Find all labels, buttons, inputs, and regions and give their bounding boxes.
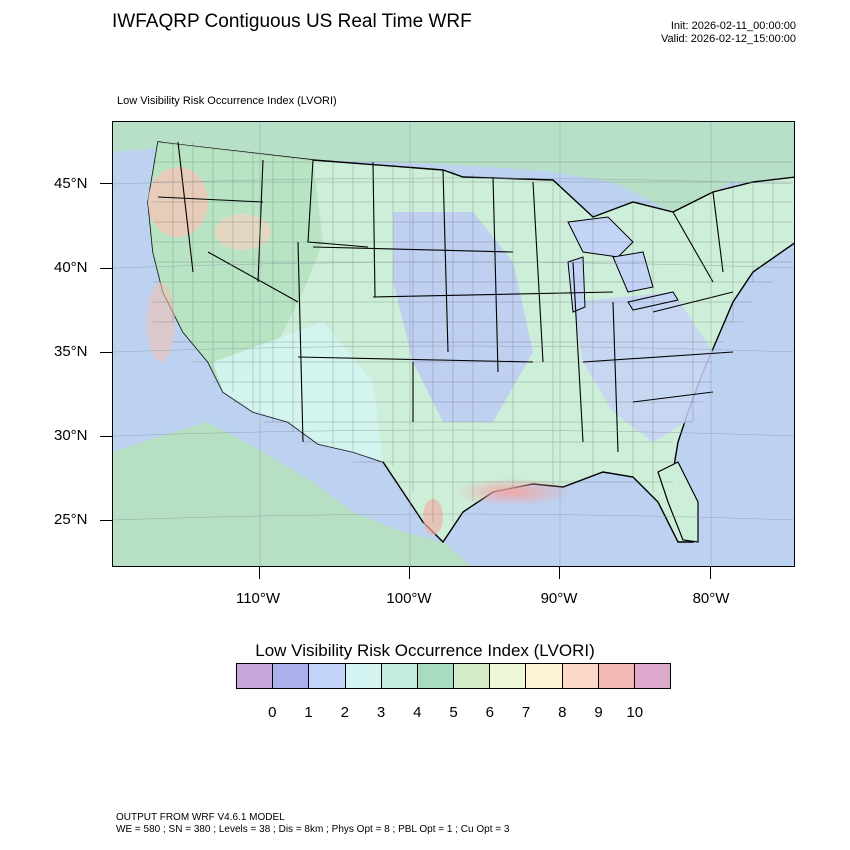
colorbar-label-10: 10 [626, 704, 644, 721]
model-info-line1: OUTPUT FROM WRF V4.6.1 MODEL [116, 812, 285, 823]
us-map-svg [113, 122, 794, 566]
southeast-low-risk [573, 292, 713, 442]
colorbar-box-2 [309, 664, 346, 688]
lat-label-45: 45°N [54, 175, 88, 192]
lat-lon-grid [113, 122, 794, 566]
colorbar-label-6: 6 [485, 704, 494, 721]
colorbar-label-0: 0 [268, 704, 277, 721]
canada-region [113, 122, 794, 212]
colorbar-label-3: 3 [376, 704, 386, 721]
lon-tick [559, 567, 560, 579]
lon-label-90: 90°W [540, 590, 578, 607]
colorbar-label-8: 8 [558, 704, 567, 721]
colorbar-box-3 [345, 664, 382, 688]
colorbar-box-4 [381, 664, 418, 688]
plot-title: IWFAQRP Contiguous US Real Time WRF [112, 11, 472, 32]
lat-label-40: 40°N [54, 259, 88, 276]
lon-tick [409, 567, 410, 579]
lon-label-100: 100°W [386, 590, 432, 607]
southwest-region [213, 322, 383, 462]
lake-michigan [567, 256, 586, 313]
colorbar-box-7 [490, 664, 527, 688]
lat-tick [100, 352, 112, 353]
lon-label-80: 80°W [692, 590, 730, 607]
colorbar-box-9 [562, 664, 599, 688]
colorbar-label-2: 2 [340, 704, 349, 721]
lon-label-110: 110°W [235, 590, 281, 607]
colorbar-label-7: 7 [521, 704, 531, 721]
idaho-risk [215, 214, 271, 250]
colorbar-box-5 [417, 664, 455, 688]
colorbar-box-10 [598, 664, 635, 688]
colorbar [236, 663, 671, 689]
mexico-region [113, 422, 471, 566]
colorbar-box-0 [237, 664, 274, 688]
lat-tick [100, 183, 112, 184]
lat-label-35: 35°N [54, 343, 88, 360]
field-subtitle: Low Visibility Risk Occurrence Index (LV… [117, 95, 337, 107]
lat-tick [100, 520, 112, 521]
colorbar-label-9: 9 [594, 704, 603, 721]
lon-tick [259, 567, 260, 579]
gulf-coast-high-risk [453, 478, 573, 506]
colorbar-box-6 [454, 664, 491, 688]
lat-label-30: 30°N [54, 427, 88, 444]
lake-superior [567, 216, 634, 258]
colorbar-box-11 [634, 664, 671, 688]
lat-tick [100, 268, 112, 269]
colorbar-title: Low Visibility Risk Occurrence Index (LV… [255, 641, 595, 660]
lat-label-25: 25°N [54, 511, 88, 528]
colorbar-label-1: 1 [304, 704, 313, 721]
init-time: Init: 2026-02-11_00:00:00 [670, 20, 796, 32]
map-panel [112, 121, 795, 567]
lat-tick [100, 436, 112, 437]
colorbar-label-5: 5 [449, 704, 458, 721]
model-info-line2: WE = 580 ; SN = 380 ; Levels = 38 ; Dis … [116, 824, 510, 835]
colorbar-box-8 [526, 664, 563, 688]
colorbar-box-1 [273, 664, 310, 688]
lon-tick [710, 567, 711, 579]
colorbar-label-4: 4 [413, 704, 422, 721]
valid-time: Valid: 2026-02-12_15:00:00 [661, 33, 796, 45]
